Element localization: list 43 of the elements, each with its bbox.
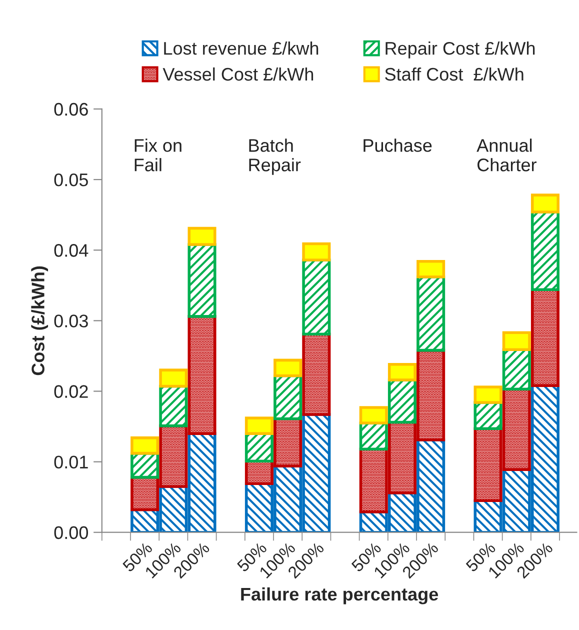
- y-tick-label: 0.05: [54, 173, 88, 186]
- bar: [302, 332, 331, 416]
- bar: [416, 260, 446, 278]
- x-axis-title: Failure rate percentage: [241, 587, 438, 604]
- bar: [302, 258, 331, 336]
- y-tick-label: 0.00: [54, 526, 88, 540]
- y-tick-label: 0.06: [54, 102, 88, 116]
- bar: [130, 436, 160, 455]
- annotation: Batch Repair: [249, 138, 301, 175]
- annotation: Puchase: [364, 138, 432, 152]
- bar: [244, 432, 274, 462]
- legend-label: Vessel Cost £/kWh: [162, 67, 314, 81]
- annotation: Fix on Fail: [134, 138, 182, 172]
- y-tick-label: 0.04: [54, 244, 88, 257]
- bar: [159, 368, 188, 388]
- legend-label: Staff Cost £/kWh: [385, 67, 524, 81]
- y-tick-label: 0.02: [54, 385, 88, 398]
- bar: [302, 242, 331, 262]
- bar: [530, 288, 560, 387]
- legend-label: Repair Cost £/kWh: [386, 41, 535, 58]
- bar: [502, 331, 531, 351]
- y-tick-label: 0.01: [54, 456, 88, 469]
- bar: [274, 358, 302, 378]
- bar: [474, 386, 502, 404]
- bar: [188, 226, 216, 246]
- bar: [530, 210, 560, 292]
- bar: [416, 276, 446, 352]
- bar: [159, 384, 188, 428]
- legend-label: Lost revenue £/kwh: [164, 41, 318, 55]
- bar: [359, 406, 388, 424]
- bar: [274, 374, 302, 420]
- y-tick-label: 0.03: [54, 314, 88, 328]
- bar: [474, 401, 502, 430]
- bar: [359, 422, 388, 450]
- bar: [388, 363, 416, 382]
- bar: [188, 243, 216, 318]
- y-axis-title: Cost (£/kWh): [31, 266, 48, 376]
- bar: [502, 348, 531, 391]
- bar: [130, 452, 160, 479]
- bar: [530, 194, 560, 214]
- annotation: Annual Charter: [476, 138, 536, 172]
- bar: [388, 378, 416, 424]
- bar: [244, 416, 274, 435]
